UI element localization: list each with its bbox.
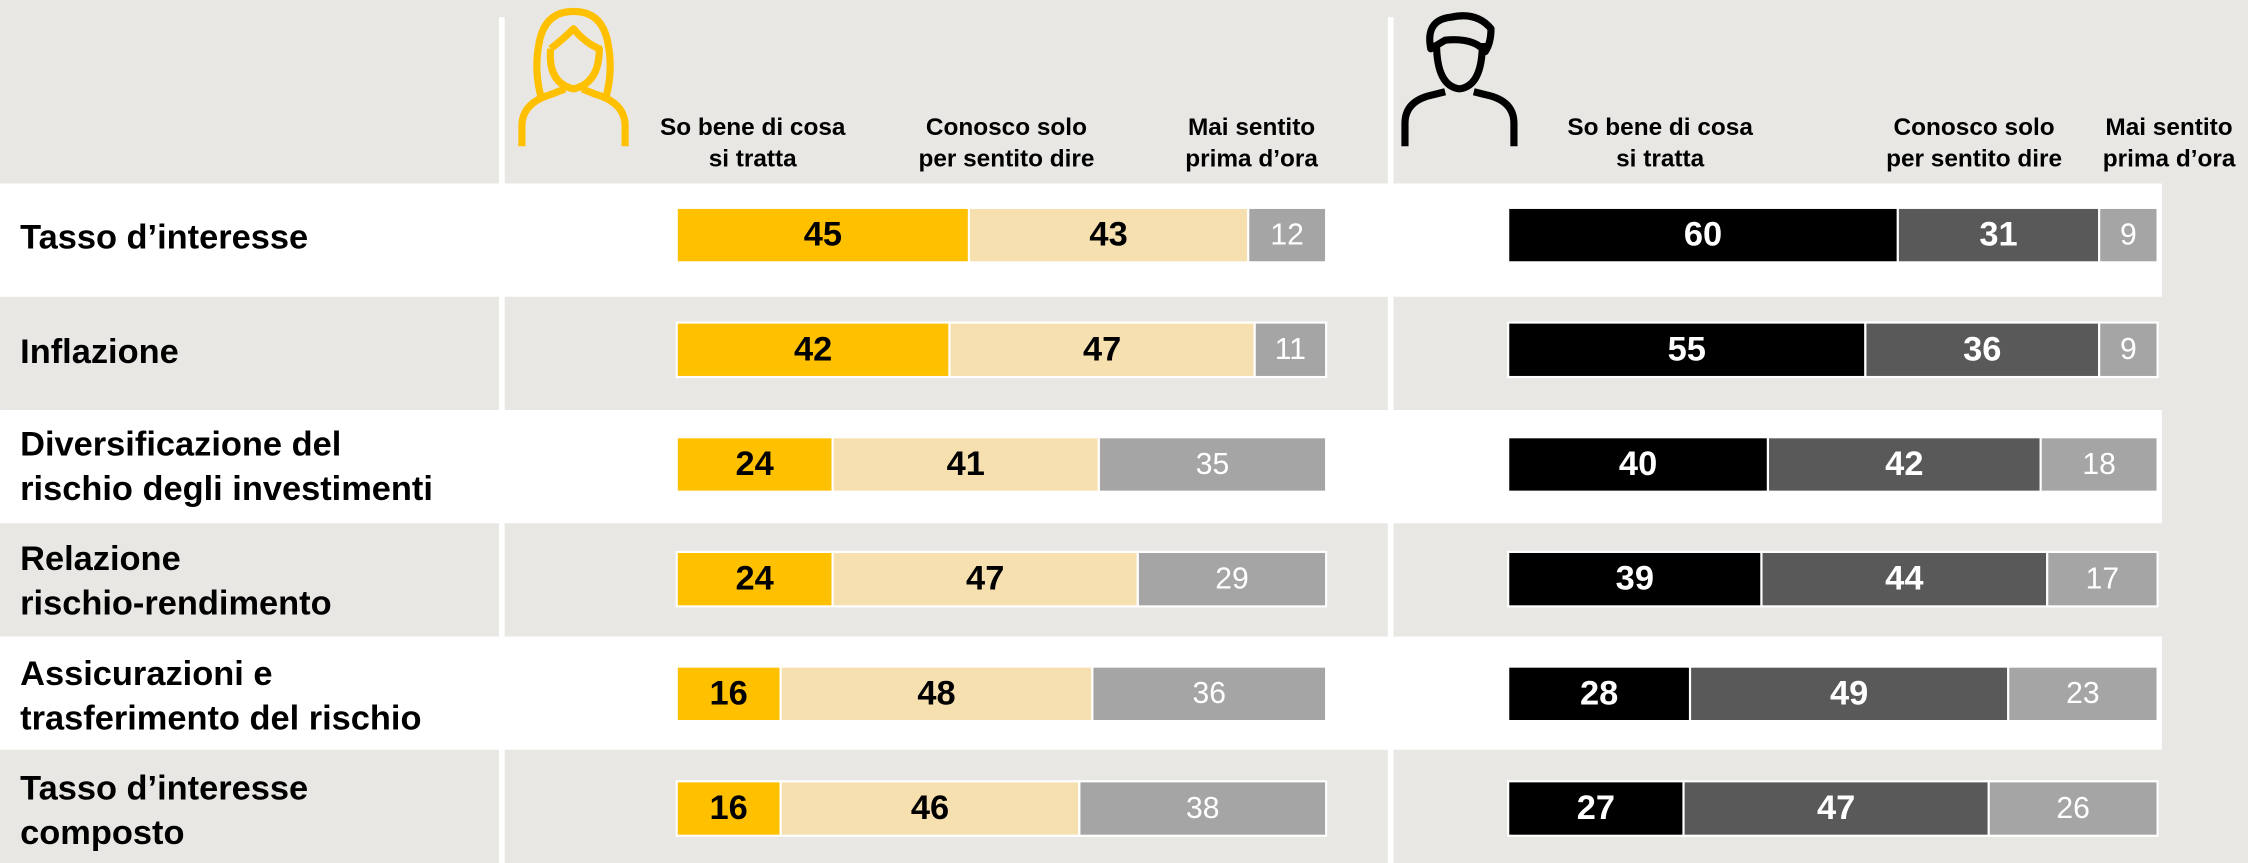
value-label: 44 [1885,560,1923,598]
value-label: 47 [966,560,1004,598]
bar-segment [2046,550,2159,608]
value-label: 23 [2066,677,2099,710]
row-label: Assicurazioni e trasferimento del rischio [20,655,421,737]
bar-segment [675,206,971,264]
bar-segment [1247,206,1328,264]
bar-segment [1507,780,1685,837]
value-label: 39 [1616,560,1654,598]
bar-segment [779,780,1081,837]
bar-segment [2098,321,2159,379]
bar-segment [2039,436,2159,493]
column-header: Conosco solo per sentito dire [1886,114,2062,173]
value-label: 49 [1830,674,1868,712]
bar-segment [675,665,782,723]
value-label: 18 [2082,448,2115,481]
value-label: 60 [1684,216,1722,254]
woman-icon [518,7,629,147]
bar-segment [831,436,1100,493]
column-header: So bene di cosa si tratta [660,114,846,173]
column-header: Mai sentito prima d’ora [1185,114,1318,173]
bar-segment [1507,321,1867,379]
bar-segment [1136,550,1328,608]
value-label: 24 [736,560,774,598]
bar-segment [1766,436,2042,493]
bar-segment [1507,550,1763,608]
bar-segment [779,665,1094,723]
man-icon [1401,12,1518,147]
value-label: 55 [1668,330,1706,368]
value-label: 40 [1619,445,1657,483]
value-label: 48 [917,674,955,712]
bar-segment [1987,780,2159,837]
value-label: 16 [710,674,748,712]
value-label: 46 [911,789,949,827]
row-label: Inflazione [20,333,179,371]
value-label: 41 [947,445,985,483]
bar-segment [1091,665,1328,723]
row-label: Relazione rischio-rendimento [20,540,331,622]
row-label: Tasso d’interesse [20,218,308,256]
bar-segment [675,436,834,493]
column-header: Mai sentito prima d’ora [2103,114,2236,173]
value-label: 17 [2086,563,2119,596]
value-label: 45 [804,216,842,254]
value-label: 27 [1577,789,1615,827]
bar-segment [1688,665,2010,723]
value-label: 36 [1963,330,2001,368]
value-label: 35 [1196,448,1229,481]
bar-segment [2007,665,2159,723]
column-header: Conosco solo per sentito dire [918,114,1094,173]
value-label: 12 [1270,218,1303,251]
value-label: 43 [1089,216,1127,254]
separator [1387,17,1394,863]
row-label: Diversificazione del rischio degli invest… [20,426,433,508]
value-label: 24 [736,445,774,483]
value-label: 26 [2056,792,2089,825]
value-label: 42 [1885,445,1923,483]
bar-segment [1864,321,2101,379]
separator [498,17,505,863]
bar-segment [948,321,1256,379]
value-label: 9 [2120,218,2137,251]
bar-segment [675,321,951,379]
value-label: 9 [2120,333,2137,366]
value-label: 42 [794,330,832,368]
bar-segment [1097,436,1328,493]
column-header: So bene di cosa si tratta [1567,114,1753,173]
value-label: 29 [1215,563,1248,596]
bar-segment [1896,206,2101,264]
value-label: 36 [1192,677,1225,710]
bar-segment [1078,780,1328,837]
value-label: 38 [1186,792,1219,825]
bar-segment [1682,780,1990,837]
value-label: 31 [1979,216,2017,254]
row-label: Tasso d’interesse composto [20,770,308,852]
value-label: 16 [710,789,748,827]
bar-segment [675,780,782,837]
bar-segment [2098,206,2159,264]
value-label: 47 [1817,789,1855,827]
value-label: 47 [1083,330,1121,368]
bar-segment [1253,321,1328,379]
value-label: 11 [1275,333,1306,366]
bar-segment [967,206,1250,264]
value-label: 28 [1580,674,1618,712]
